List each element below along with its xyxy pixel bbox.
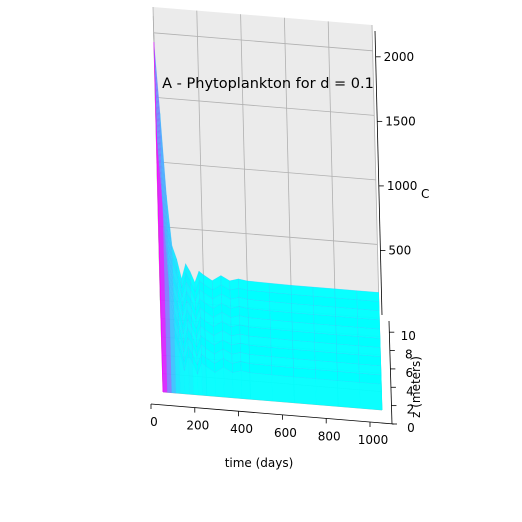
surface-wall-facet bbox=[315, 378, 339, 407]
surface-wall-facet bbox=[240, 370, 251, 400]
surface-facet bbox=[229, 278, 239, 291]
y-tick-label: 0 bbox=[407, 421, 415, 435]
z-tick-label: 500 bbox=[388, 243, 411, 257]
z-grid-line bbox=[155, 96, 375, 116]
y-axis-line bbox=[388, 320, 393, 425]
x-axis-line bbox=[150, 403, 395, 425]
y-tick-label: 6 bbox=[406, 366, 414, 380]
z-grid-line bbox=[158, 226, 378, 245]
x-grid-line bbox=[240, 14, 248, 299]
surface-facet bbox=[230, 306, 240, 318]
x-axis-label: time (days) bbox=[225, 456, 294, 470]
chart-title: A - Phytoplankton for d = 0.1 bbox=[162, 76, 374, 92]
tick-labels: 0 200 400 600 800 1000 0 2 4 6 8 10 500 1000 1500 2000 bbox=[150, 50, 417, 447]
surface-facet bbox=[238, 278, 248, 291]
x-tick-label: 200 bbox=[186, 419, 209, 433]
surface-facet bbox=[290, 285, 314, 297]
z-tick-label: 1500 bbox=[385, 114, 416, 128]
z-tick-label: 1000 bbox=[387, 179, 418, 193]
z-axis-label: C bbox=[421, 187, 429, 201]
x-tick-label: 800 bbox=[318, 429, 341, 443]
x-tick-label: 1000 bbox=[358, 433, 389, 447]
z-tick-label: 2000 bbox=[384, 50, 415, 64]
surface-facet bbox=[356, 290, 380, 302]
surface-facet bbox=[231, 352, 242, 364]
x-tick-label: 400 bbox=[230, 422, 253, 436]
x-grid-line bbox=[196, 10, 205, 295]
surface-wall-facet bbox=[214, 366, 225, 398]
surface-peak-wall bbox=[153, 41, 164, 393]
surface-plot bbox=[153, 41, 383, 411]
x-grid-line bbox=[284, 17, 292, 302]
z-grid-line bbox=[156, 161, 376, 181]
z-axis-line bbox=[374, 30, 383, 316]
surface-wall-facet bbox=[359, 382, 383, 411]
surface-wall-facet bbox=[337, 380, 361, 409]
surface-facet bbox=[231, 343, 241, 355]
y-tick-label: 2 bbox=[407, 403, 415, 417]
surface-end-wall bbox=[378, 292, 383, 411]
surface-wall-facet bbox=[249, 372, 273, 402]
back-pane bbox=[153, 7, 379, 309]
x-grid-line bbox=[327, 21, 336, 306]
y-tick-label: 8 bbox=[405, 348, 413, 362]
x-tick-label: 600 bbox=[274, 426, 297, 440]
surface-facet bbox=[334, 288, 358, 300]
y-tick-label: 10 bbox=[401, 329, 416, 343]
surface-wall-facet bbox=[293, 376, 317, 405]
y-axis-label: z (meters) bbox=[409, 356, 423, 418]
surface-wall-facet bbox=[271, 374, 295, 404]
z-grid-line bbox=[153, 32, 373, 52]
axis-lines bbox=[150, 30, 395, 425]
surface-facet bbox=[312, 286, 336, 299]
surface-wall-facet bbox=[232, 370, 243, 399]
y-tick-label: 4 bbox=[406, 384, 414, 398]
x-grid-line bbox=[371, 24, 380, 310]
x-tick-label: 0 bbox=[150, 415, 158, 429]
